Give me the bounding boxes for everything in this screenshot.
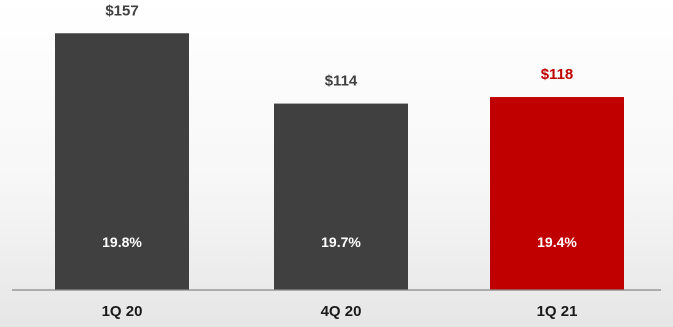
margin-label-3: 19.4% (537, 234, 577, 250)
bar-3 (490, 97, 624, 290)
category-label-3: 1Q 21 (537, 303, 578, 320)
category-label-1: 1Q 20 (102, 303, 143, 320)
value-label-3: $118 (541, 66, 574, 83)
bar-1 (55, 33, 189, 291)
value-label-1: $157 (105, 2, 138, 19)
category-label-2: 4Q 20 (321, 303, 362, 320)
margin-label-1: 19.8% (102, 234, 142, 250)
bars-layer (55, 33, 624, 291)
value-label-2: $114 (325, 73, 358, 90)
margin-label-2: 19.7% (321, 234, 361, 250)
bar-2 (274, 103, 408, 290)
labels-layer: $157 19.8% 1Q 20 $114 19.7% 4Q 20 $118 19.4% 1Q … (102, 2, 578, 320)
